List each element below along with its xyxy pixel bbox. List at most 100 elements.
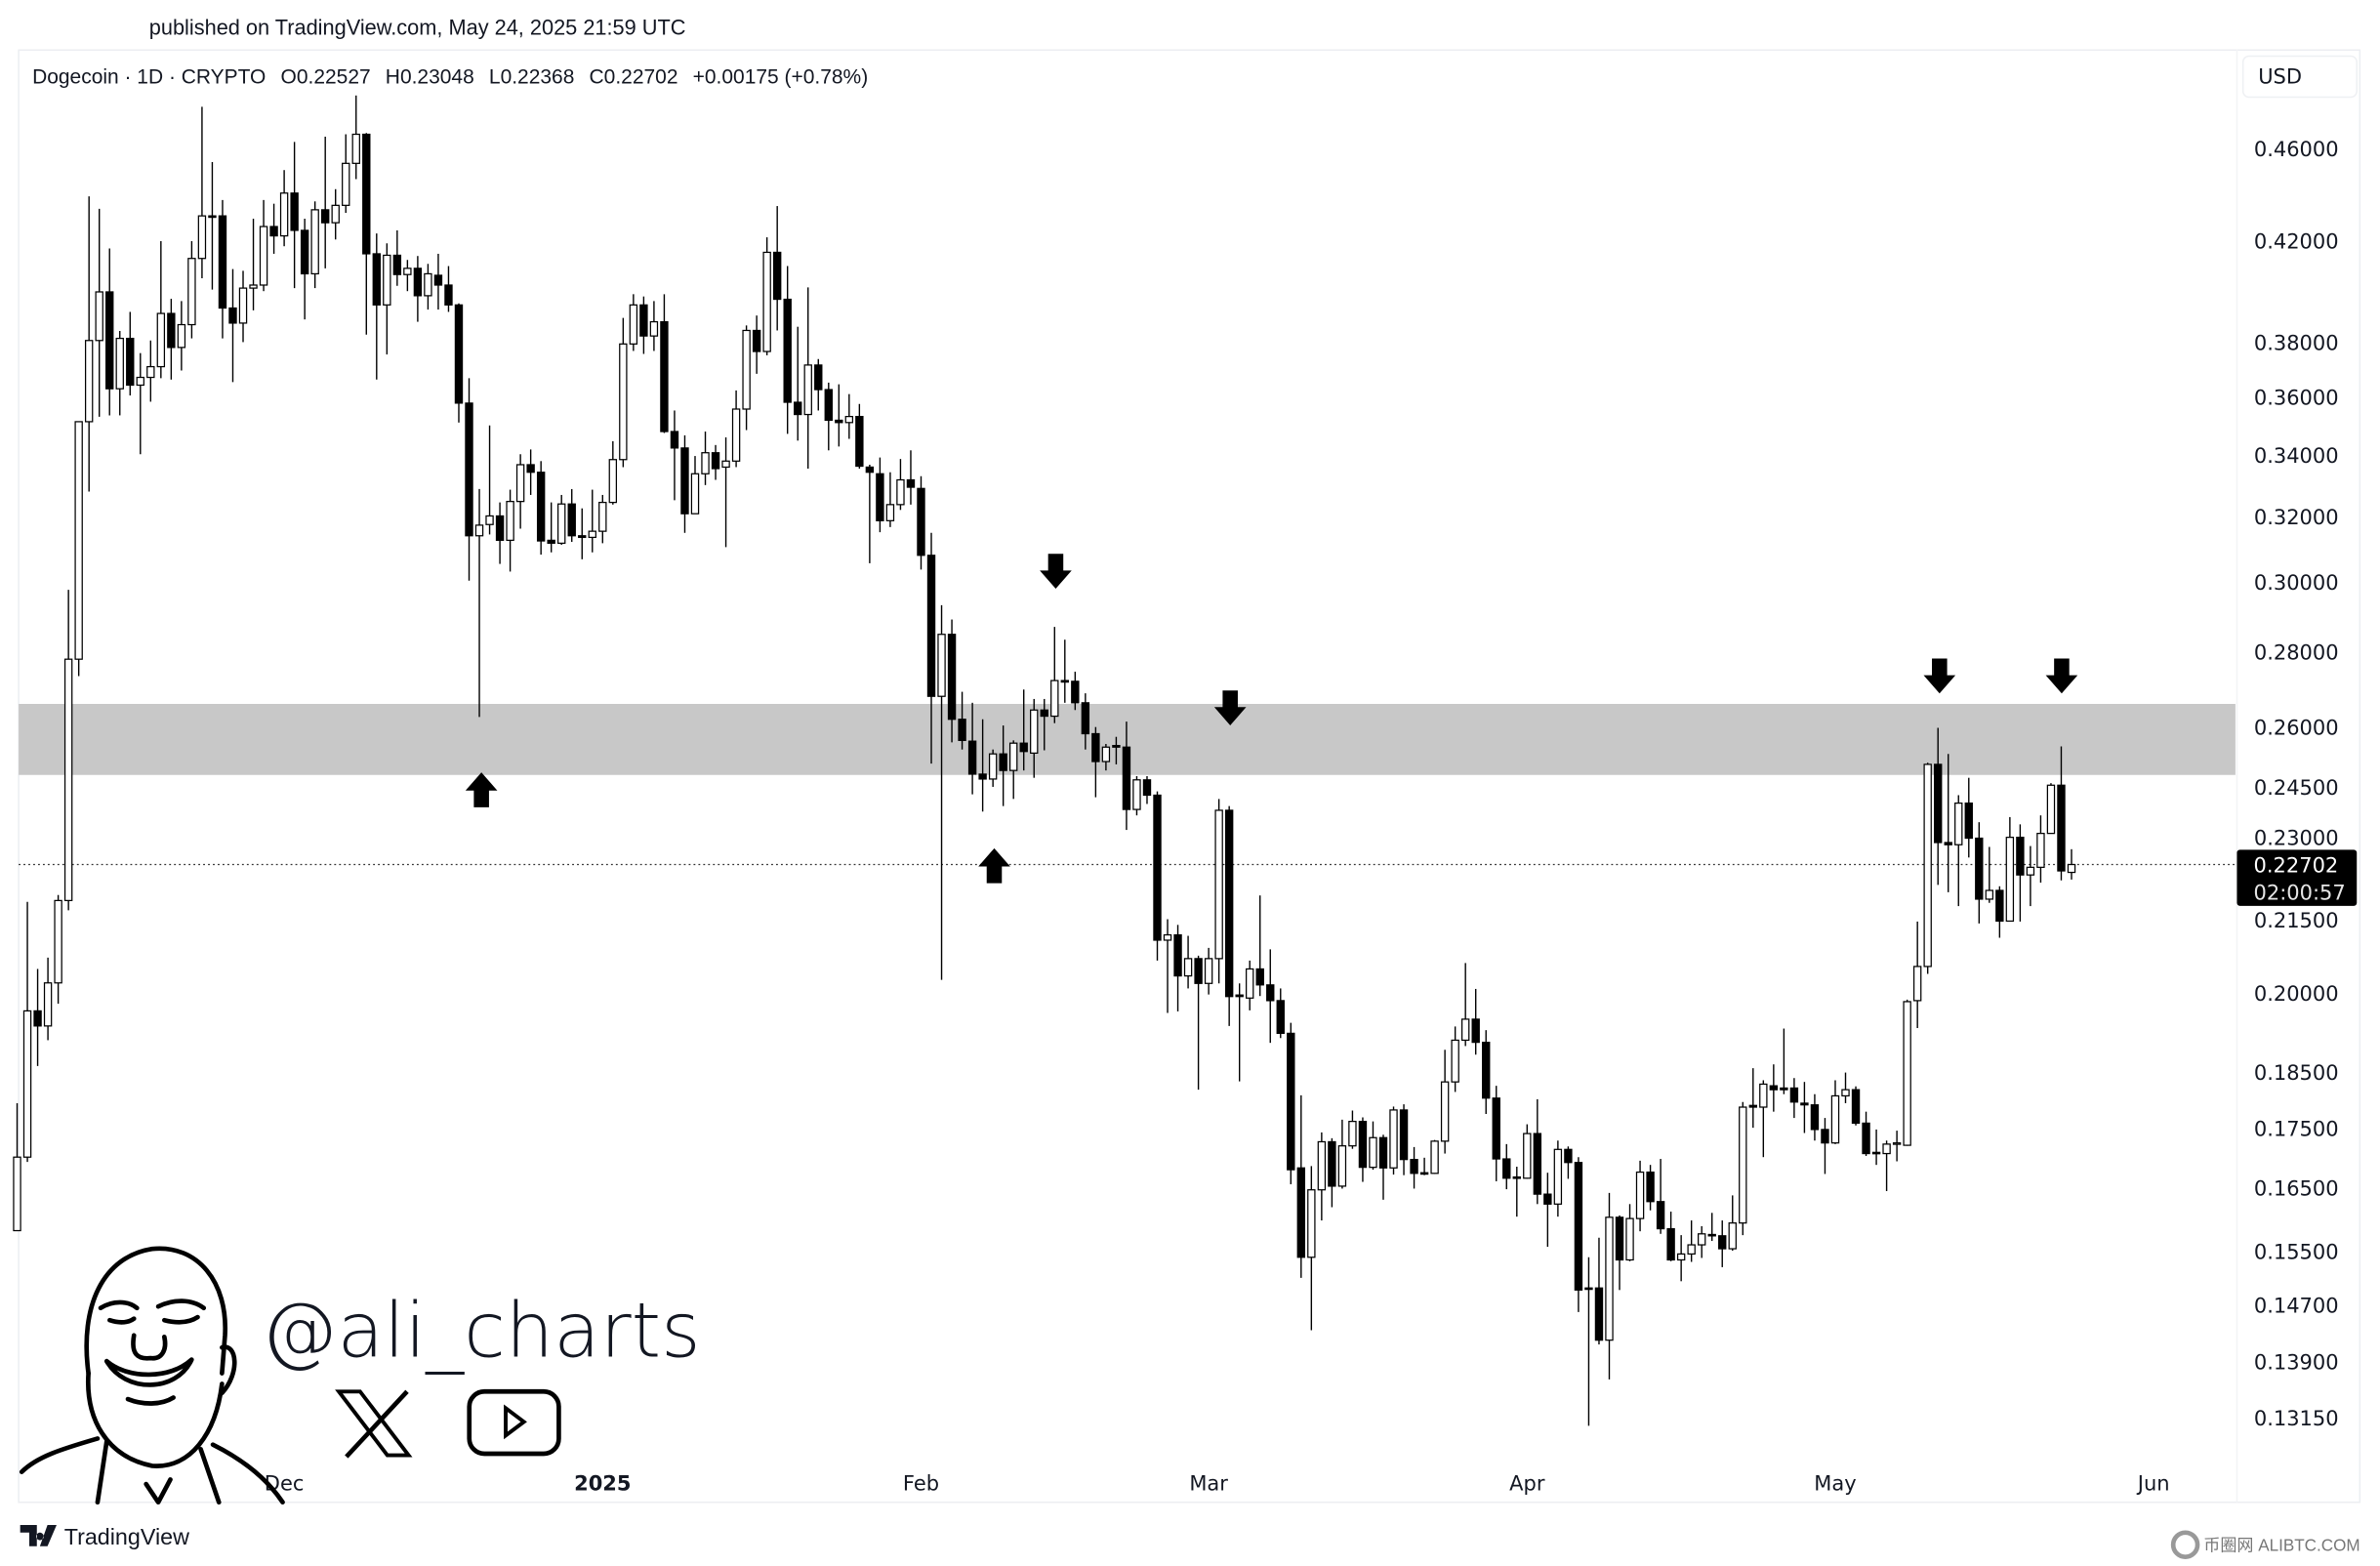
candle [794, 326, 802, 441]
candle [690, 456, 700, 515]
candle [629, 294, 638, 351]
candle-body-down [1255, 968, 1264, 986]
candle-body-down [1871, 1151, 1881, 1155]
candle [1224, 805, 1234, 1026]
tradingview-logo[interactable]: TradingView [20, 1524, 189, 1549]
x-social-icon[interactable] [335, 1389, 413, 1459]
candle-body-down [105, 291, 114, 390]
time-axis[interactable]: Dec 2025 Feb Mar Apr May Jun [265, 1471, 2170, 1495]
candle [22, 901, 32, 1163]
price-tick-label: 0.23000 [2254, 827, 2339, 850]
arrow-up-icon [465, 772, 498, 807]
candle-body-up [1739, 1106, 1747, 1224]
candle-body-down [290, 192, 299, 231]
candle-body-up [383, 254, 391, 306]
candle [1646, 1165, 1655, 1211]
candle-body-up [731, 408, 741, 462]
candle [1975, 822, 1984, 924]
candle [146, 340, 155, 402]
candle-body-up [1728, 1222, 1737, 1250]
candle [84, 196, 94, 492]
candle-body-up [2026, 866, 2035, 876]
price-tick-label: 0.46000 [2254, 138, 2339, 161]
candle-body-up [485, 515, 494, 525]
candle-body-up [1101, 746, 1111, 762]
candle [1091, 726, 1100, 798]
candle-body-down [1276, 1000, 1285, 1035]
candle [844, 393, 854, 439]
candle [249, 219, 258, 310]
candle-body-down [1780, 1087, 1788, 1091]
candle [1410, 1146, 1418, 1189]
candle [238, 270, 248, 343]
candle-body-down [1399, 1109, 1409, 1161]
candle [772, 206, 782, 331]
arrow-down-icon [1213, 690, 1247, 725]
candle-body-down [2057, 784, 2066, 872]
tradingview-logo-icon [20, 1525, 57, 1546]
candle [1317, 1132, 1327, 1221]
candle-body-down [218, 215, 227, 309]
candle [1132, 776, 1141, 816]
price-tick-label: 0.34000 [2254, 444, 2339, 468]
candle-body-down [670, 431, 679, 449]
ohlc-low: L0.22368 [489, 65, 574, 88]
candle-body-up [342, 162, 350, 206]
price-tick-label: 0.42000 [2254, 230, 2339, 254]
candle [917, 475, 925, 570]
ohlc-open: O0.22527 [281, 65, 371, 88]
candle-body-up [1246, 968, 1254, 999]
candle [1348, 1110, 1357, 1149]
candle-body-down [444, 284, 453, 306]
candle [1430, 1139, 1439, 1174]
candle-body-down [1502, 1158, 1511, 1179]
candle [403, 260, 412, 292]
candle [742, 325, 751, 431]
candle [1482, 1030, 1491, 1114]
candle [177, 301, 186, 371]
time-tick-label: Mar [1189, 1471, 1228, 1495]
candle-body-up [95, 291, 103, 342]
candle [269, 203, 278, 254]
youtube-icon[interactable] [467, 1388, 561, 1457]
candle [1985, 846, 1994, 903]
candle-body-down [228, 307, 237, 324]
candle [1821, 1118, 1829, 1174]
candle [424, 264, 432, 310]
candle-body-up [249, 284, 258, 289]
candle-body-down [1769, 1085, 1779, 1091]
candle-body-up [1954, 802, 1963, 845]
candle [557, 494, 566, 546]
chart-frame [18, 49, 2361, 1504]
candle [392, 229, 402, 286]
candle-body-down [1543, 1193, 1552, 1205]
price-tick-label: 0.18500 [2254, 1061, 2339, 1085]
candle-body-down [1533, 1133, 1542, 1195]
currency-label[interactable]: USD [2258, 64, 2302, 88]
candle [218, 199, 227, 339]
time-tick-label: 2025 [574, 1471, 631, 1495]
candle-body-up [588, 530, 596, 539]
candle-body-up [1050, 680, 1059, 718]
price-axis[interactable]: 0.46000 0.42000 0.38000 0.36000 0.34000 0.320… [2254, 138, 2339, 1430]
candle [1337, 1119, 1347, 1189]
candle-body-up [1030, 709, 1039, 755]
time-tick-label: Apr [1509, 1471, 1545, 1495]
candle-body-down [967, 740, 977, 775]
last-price-value: 0.22702 [2254, 854, 2339, 878]
candle [2005, 816, 2015, 923]
price-tick-label: 0.24500 [2254, 776, 2339, 800]
candle [2016, 824, 2025, 922]
candle-body-up [238, 287, 248, 324]
arrow-down-icon [2045, 658, 2078, 694]
currency-button[interactable]: USD [2241, 55, 2359, 99]
candle [588, 489, 596, 553]
candle [1871, 1129, 1881, 1166]
candle [639, 296, 648, 354]
candle-body-up [351, 133, 360, 164]
candle-body-up [474, 524, 484, 537]
candle [1800, 1082, 1809, 1133]
candle [958, 691, 966, 750]
candle [988, 749, 998, 787]
candle [1995, 886, 2004, 938]
